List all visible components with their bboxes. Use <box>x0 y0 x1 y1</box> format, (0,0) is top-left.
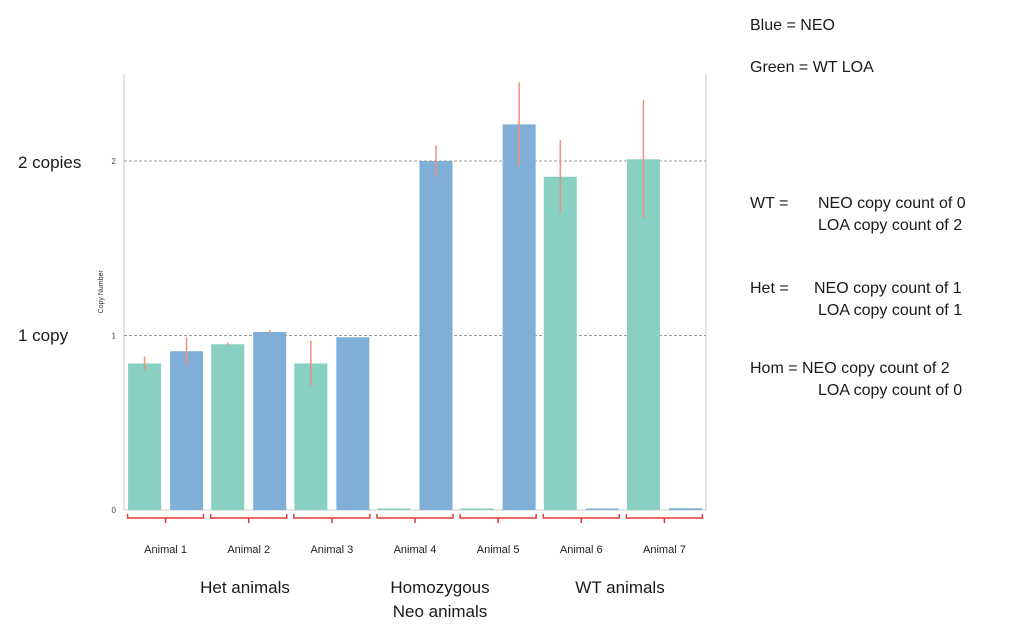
bar-loa <box>461 509 494 511</box>
y-tick-label: 2 <box>112 157 117 166</box>
x-tick-label: Animal 4 <box>394 544 437 556</box>
y-tick-label: 0 <box>112 506 117 515</box>
animal-bracket <box>128 514 204 518</box>
definition-line2: LOA copy count of 0 <box>750 380 962 402</box>
bar-neo <box>586 509 619 511</box>
definition-key: Hom = <box>750 358 802 380</box>
animal-bracket <box>626 514 702 518</box>
group-label-wt: WT animals <box>545 576 695 600</box>
x-tick-label: Animal 2 <box>227 544 270 556</box>
bar-neo <box>503 124 536 510</box>
x-tick-label: Animal 5 <box>477 544 520 556</box>
group-label-het: Het animals <box>160 576 330 600</box>
animal-bracket <box>460 514 536 518</box>
definition-line2: LOA copy count of 1 <box>750 300 962 322</box>
definition-key: Het = <box>750 278 814 300</box>
animal-bracket <box>543 514 619 518</box>
group-label-hom-line2: Neo animals <box>365 600 515 624</box>
definition-line1: NEO copy count of 2 <box>802 360 950 377</box>
copy-number-chart: 0 1 2 Copy Number Animal 1 Animal 2 Animal 3 An… <box>0 0 740 621</box>
legend-blue: Blue = NEO <box>750 17 835 35</box>
animal-bracket <box>377 514 453 518</box>
animal-bracket <box>294 514 370 518</box>
x-tick-label: Animal 1 <box>144 544 187 556</box>
animal-bracket <box>211 514 287 518</box>
one-copy-label: 1 copy <box>18 326 68 346</box>
two-copies-label: 2 copies <box>18 153 81 173</box>
definition-key: WT = <box>750 193 818 215</box>
bar-neo <box>336 337 369 510</box>
x-tick-label: Animal 7 <box>643 544 686 556</box>
bar-loa <box>211 344 244 510</box>
bar-loa <box>544 177 577 510</box>
bar-loa <box>128 363 161 510</box>
legend-green: Green = WT LOA <box>750 59 874 77</box>
group-label-hom-line1: Homozygous <box>365 576 515 600</box>
definition-wt: WT = NEO copy count of 0 LOA copy count o… <box>750 193 966 237</box>
y-axis-title: Copy Number <box>98 270 105 314</box>
group-label-hom: Homozygous Neo animals <box>365 576 515 624</box>
bar-loa <box>378 509 411 511</box>
bar-neo <box>170 351 203 510</box>
x-tick-label: Animal 6 <box>560 544 603 556</box>
bar-neo <box>420 161 453 510</box>
definition-het: Het = NEO copy count of 1 LOA copy count … <box>750 278 962 322</box>
definition-hom: Hom = NEO copy count of 2 LOA copy count … <box>750 358 962 402</box>
y-tick-label: 1 <box>112 332 117 341</box>
bar-neo <box>669 508 702 510</box>
x-tick-label: Animal 3 <box>310 544 353 556</box>
definition-line1: NEO copy count of 0 <box>818 195 966 212</box>
bar-neo <box>253 332 286 510</box>
definition-line2: LOA copy count of 2 <box>750 215 966 237</box>
definition-line1: NEO copy count of 1 <box>814 280 962 297</box>
